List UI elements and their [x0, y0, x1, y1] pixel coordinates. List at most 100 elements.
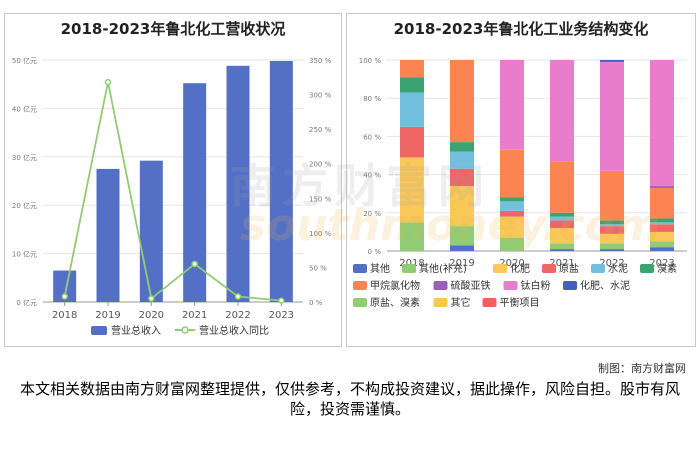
stacked-segment: [550, 228, 574, 244]
revenue-chart: 0 亿元 10 亿元 20 亿元 30 亿元 40 亿元 50 亿元 0 % 50 % 100 …: [12, 56, 332, 337]
stacked-segment: [600, 224, 624, 227]
stacked-segment: [450, 186, 474, 227]
y-tick-label: 20 亿元: [12, 201, 37, 210]
x-tick-label: 2021: [182, 310, 207, 321]
stacked-segment: [650, 186, 674, 188]
stacked-segment: [650, 60, 674, 187]
legend-label: 平衡项目: [500, 297, 540, 309]
stacked-segment: [600, 61, 624, 171]
legend-swatch: [353, 281, 367, 290]
y-tick-label: 50 亿元: [12, 56, 37, 65]
legend-label: 原盐: [559, 262, 579, 275]
stacked-segment: [650, 218, 674, 223]
legend-swatch: [640, 264, 654, 273]
stacked-segment: [550, 60, 574, 162]
y-tick-label: 80 %: [363, 95, 381, 103]
revenue-chart-title: 2018-2023年鲁北化工营收状况: [60, 20, 286, 38]
y2-tick-label: 50 %: [309, 264, 327, 272]
legend-swatch: [353, 264, 367, 273]
point-yoy: [104, 78, 112, 86]
x-tick-label: 2020: [139, 310, 164, 321]
stacked-segment: [600, 220, 624, 225]
point-yoy: [234, 293, 242, 300]
bar-revenue: [53, 270, 77, 302]
stacked-segment: [500, 149, 524, 198]
y-tick-label: 40 亿元: [12, 104, 37, 113]
stacked-segment: [500, 197, 524, 202]
legend-label: 营业总收入: [111, 324, 161, 337]
x-tick-label: 2018: [52, 310, 77, 321]
y2-tick-label: 0 %: [309, 299, 323, 307]
structure-chart-title: 2018-2023年鲁北化工业务结构变化: [393, 20, 649, 38]
y-tick-label: 0 亿元: [16, 298, 37, 307]
stacked-segment: [400, 92, 424, 127]
point-yoy: [61, 293, 68, 300]
legend-swatch: [591, 264, 605, 273]
point-yoy: [191, 260, 198, 268]
bar-revenue: [139, 160, 163, 302]
y2-tick-label: 200 %: [309, 161, 332, 169]
legend-label: 溴素: [657, 262, 677, 275]
stacked-segment: [450, 151, 474, 169]
stacked-segment: [550, 212, 574, 217]
legend-swatch: [503, 281, 518, 290]
structure-chart-panel: 2018-2023年鲁北化工业务结构变化 0 % 20 % 40 % 60 % 80 %…: [346, 13, 696, 347]
stacked-segment: [550, 216, 574, 221]
legend-label: 其它: [451, 296, 471, 309]
stacked-segment: [550, 243, 574, 250]
stacked-segment: [450, 168, 474, 187]
y-tick-label: 10 亿元: [12, 250, 37, 259]
x-tick-label: 2023: [269, 310, 294, 321]
stacked-segment: [500, 60, 524, 150]
disclaimer-text: 本文相关数据由南方财富网整理提供，仅供参考，不构成投资建议，据此操作，风险自担。…: [20, 380, 681, 418]
legend-label: 其他: [370, 262, 390, 275]
stacked-segment: [650, 222, 674, 225]
stacked-segment: [450, 142, 474, 152]
y2-tick-label: 100 %: [309, 230, 332, 238]
legend-swatch: [433, 281, 448, 290]
legend-label: 钛白粉: [521, 279, 551, 292]
y-tick-label: 20 %: [363, 210, 381, 218]
stacked-segment: [400, 157, 424, 223]
legend-label: 原盐、溴素: [370, 296, 420, 309]
x-tick-label: 2018: [399, 258, 424, 269]
x-tick-label: 2023: [649, 258, 674, 269]
legend-label: 甲烷氯化物: [370, 279, 420, 292]
stacked-segment: [400, 60, 424, 78]
structure-chart: 0 % 20 % 40 % 60 % 80 % 100 % 2018 2019 2020 2021…: [353, 57, 687, 309]
stacked-segment: [650, 231, 674, 242]
stacked-segment: [400, 77, 424, 93]
x-tick-label: 2020: [499, 258, 524, 269]
stacked-segment: [450, 60, 474, 143]
y-tick-label: 0 %: [368, 248, 382, 256]
legend-swatch-revenue: [91, 326, 107, 335]
x-tick-label: 2021: [549, 258, 574, 269]
stacked-segment: [650, 187, 674, 219]
stacked-segment: [450, 245, 474, 251]
legend-label: 营业总收入同比: [199, 324, 269, 337]
stacked-segment: [500, 237, 524, 251]
stacked-segment: [500, 210, 524, 217]
x-tick-label: 2019: [95, 310, 120, 321]
y-tick-label: 30 亿元: [12, 153, 37, 162]
x-tick-label: 2019: [449, 258, 474, 269]
stacked-segment: [550, 161, 574, 213]
chart-credit: 制图：南方财富网: [598, 362, 686, 375]
legend-swatch: [402, 264, 416, 273]
legend-label: 化肥: [510, 262, 530, 275]
stacked-segment: [400, 222, 424, 251]
y2-tick-label: 250 %: [309, 126, 332, 134]
stacked-segment: [450, 226, 474, 246]
legend-label: 其他(补充): [419, 262, 467, 275]
revenue-chart-panel: 2018-2023年鲁北化工营收状况 0 亿元 10 亿元 20 亿元 30 亿元 40…: [4, 13, 342, 347]
line-yoy: [63, 81, 282, 302]
legend-label: 化肥、水泥: [580, 279, 630, 292]
x-tick-label: 2022: [599, 258, 624, 269]
stacked-segment: [550, 249, 574, 251]
y2-tick-label: 350 %: [309, 57, 332, 65]
stacked-segment: [600, 226, 624, 234]
x-tick-label: 2022: [225, 310, 250, 321]
stacked-segment: [550, 220, 574, 229]
point-yoy: [148, 295, 155, 302]
legend-label: 水泥: [608, 262, 628, 275]
